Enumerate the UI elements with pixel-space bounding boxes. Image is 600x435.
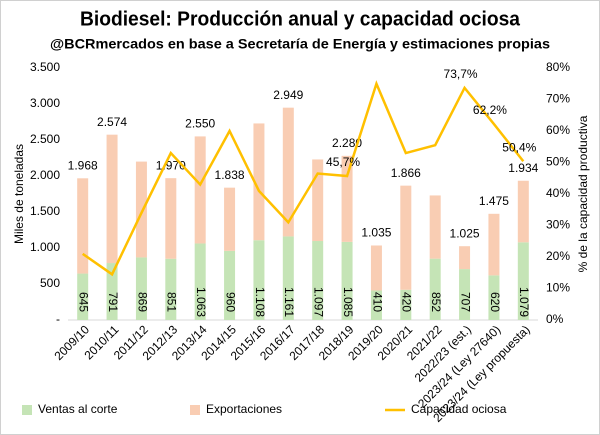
y-tick-label: 500	[40, 276, 60, 290]
bar-segment	[282, 107, 294, 237]
total-label: 1.934	[508, 161, 538, 175]
bar-segment	[429, 195, 441, 259]
line-value-label: 50,4%	[502, 140, 536, 154]
bar-segment	[517, 180, 529, 243]
y2-tick-label: 50%	[546, 155, 570, 169]
bar-value-label: 707	[458, 292, 472, 312]
bar-segment	[224, 187, 236, 251]
total-label: 1.838	[215, 168, 245, 182]
y-tick-label: -	[56, 312, 60, 326]
bar-segment	[370, 245, 382, 291]
total-label: 2.949	[273, 88, 303, 102]
bar-value-label: 645	[77, 292, 91, 312]
bar-value-label: 791	[106, 292, 120, 312]
line-value-label: 73,7%	[444, 67, 478, 81]
bar-segment	[282, 236, 294, 320]
bar-segment	[341, 241, 353, 320]
y2-tick-label: 0%	[546, 312, 564, 326]
y2-axis-label: % de la capacidad productiva	[576, 115, 590, 272]
y2-tick-label: 10%	[546, 281, 570, 295]
y-tick-label: 2.000	[30, 168, 60, 182]
bar-segment	[253, 123, 265, 241]
bar-segment	[488, 213, 500, 276]
bar-value-label: 1.079	[517, 287, 531, 317]
bar-value-label: 851	[165, 292, 179, 312]
bar-value-label: 960	[223, 292, 237, 312]
y2-tick-label: 60%	[546, 123, 570, 137]
line-value-label: 62,2%	[473, 103, 507, 117]
legend-label: Ventas al corte	[38, 402, 118, 416]
bar-segment	[135, 161, 147, 258]
bar-value-label: 1.108	[253, 287, 267, 317]
total-label: 2.550	[185, 117, 215, 131]
legend-label: Exportaciones	[206, 402, 282, 416]
y-axis-label: Miles de toneladas	[12, 144, 26, 244]
legend-swatch	[190, 405, 200, 415]
y-tick-label: 2.500	[30, 132, 60, 146]
bar-segment	[106, 263, 118, 320]
y-tick-label: 3.500	[30, 60, 60, 74]
legend-swatch	[22, 405, 32, 415]
bar-value-label: 869	[135, 292, 149, 312]
y-tick-label: 1.500	[30, 204, 60, 218]
legend-label: Capacidad ociosa	[411, 402, 507, 416]
bar-segment	[165, 178, 177, 259]
total-label: 1.866	[391, 166, 421, 180]
total-label: 1.035	[361, 226, 391, 240]
bar-segment	[253, 240, 265, 320]
bar-segment	[341, 155, 353, 242]
bar-segment	[459, 246, 471, 270]
bar-segment	[459, 269, 471, 320]
bar-value-label: 852	[429, 292, 443, 312]
bar-value-label: 1.097	[312, 287, 326, 317]
bar-value-label: 410	[370, 292, 384, 312]
bar-segment	[224, 250, 236, 320]
bar-segment	[517, 242, 529, 320]
bar-value-label: 1.161	[282, 287, 296, 317]
bar-segment	[194, 136, 206, 244]
total-label: 2.574	[97, 115, 127, 129]
chart-title: Biodiesel: Producción anual y capacidad …	[80, 8, 521, 30]
bar-value-label: 1.085	[341, 287, 355, 317]
chart-subtitle: @BCRmercados en base a Secretaría de Ene…	[50, 36, 550, 52]
y2-tick-label: 20%	[546, 249, 570, 263]
bar-segment	[429, 258, 441, 320]
bar-segment	[77, 273, 89, 320]
bar-segment	[106, 134, 118, 264]
bar-segment	[400, 289, 412, 320]
y2-tick-label: 80%	[546, 60, 570, 74]
y2-tick-label: 70%	[546, 92, 570, 106]
y2-tick-label: 40%	[546, 186, 570, 200]
bar-segment	[370, 290, 382, 320]
bar-segment	[194, 243, 206, 320]
bar-value-label: 1.063	[194, 287, 208, 317]
y2-tick-label: 30%	[546, 218, 570, 232]
bar-segment	[312, 241, 324, 320]
line-value-label: 45,7%	[326, 155, 360, 169]
bar-value-label: 620	[488, 292, 502, 312]
total-label: 2.280	[332, 136, 362, 150]
bar-segment	[135, 257, 147, 320]
bar-segment	[165, 258, 177, 320]
total-label: 1.968	[68, 158, 98, 172]
bar-segment	[312, 159, 324, 242]
bar-value-label: 420	[400, 292, 414, 312]
total-label: 1.475	[479, 194, 509, 208]
bar-segment	[488, 275, 500, 320]
bar-segment	[400, 185, 412, 290]
total-label: 1.025	[450, 226, 480, 240]
y-tick-label: 1.000	[30, 240, 60, 254]
bar-segment	[77, 178, 89, 274]
line	[81, 80, 525, 277]
y-tick-label: 3.000	[30, 96, 60, 110]
